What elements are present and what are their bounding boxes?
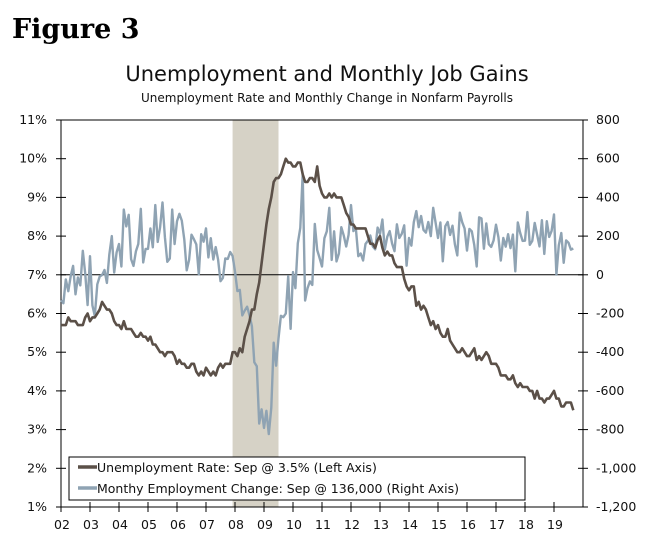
- right-tick-label: 800: [596, 112, 620, 127]
- x-tick-label: 08: [228, 517, 244, 532]
- x-tick-label: 07: [199, 517, 215, 532]
- x-tick-label: 18: [518, 517, 534, 532]
- right-tick-label: -800: [596, 422, 624, 437]
- left-tick-label: 3%: [27, 422, 47, 437]
- right-tick-label: 600: [596, 151, 620, 166]
- right-tick-label: 400: [596, 189, 620, 204]
- right-tick-label: 0: [596, 267, 604, 282]
- legend-label: Monthy Employment Change: Sep @ 136,000 …: [97, 481, 459, 496]
- right-tick-label: -200: [596, 306, 624, 321]
- x-tick-label: 09: [257, 517, 273, 532]
- x-tick-label: 06: [170, 517, 186, 532]
- legend-box: [68, 456, 526, 501]
- left-tick-label: 7%: [27, 267, 47, 282]
- x-tick-label: 14: [402, 517, 418, 532]
- x-tick-label: 17: [489, 517, 505, 532]
- chart-subtitle: Unemployment Rate and Monthly Change in …: [141, 91, 513, 105]
- x-tick-label: 04: [112, 517, 128, 532]
- x-tick-label: 15: [431, 517, 447, 532]
- series-line-employment-change: [60, 172, 574, 436]
- recession-shading: [232, 120, 279, 507]
- left-tick-label: 1%: [27, 499, 47, 514]
- right-tick-label: -1,000: [596, 460, 636, 475]
- x-tick-label: 10: [286, 517, 302, 532]
- legend-label: Unemployment Rate: Sep @ 3.5% (Left Axis…: [97, 460, 377, 475]
- left-tick-label: 6%: [27, 306, 47, 321]
- x-tick-label: 11: [315, 517, 331, 532]
- left-tick-label: 4%: [27, 383, 47, 398]
- x-tick-label: 16: [460, 517, 476, 532]
- x-tick-label: 13: [373, 517, 389, 532]
- figure-label: Figure 3: [12, 14, 140, 45]
- x-tick-label: 05: [141, 517, 157, 532]
- right-tick-label: -600: [596, 383, 624, 398]
- x-tick-label: 19: [547, 517, 563, 532]
- left-tick-label: 10%: [19, 151, 47, 166]
- right-tick-label: -400: [596, 344, 624, 359]
- left-tick-label: 5%: [27, 344, 47, 359]
- x-tick-label: 03: [83, 517, 99, 532]
- chart-title: Unemployment and Monthly Job Gains: [125, 62, 529, 86]
- left-tick-label: 11%: [19, 112, 47, 127]
- right-tick-label: -1,200: [596, 499, 636, 514]
- right-tick-label: 200: [596, 228, 620, 243]
- left-tick-label: 2%: [27, 460, 47, 475]
- x-tick-label: 12: [344, 517, 360, 532]
- left-tick-label: 9%: [27, 189, 47, 204]
- series-line-unemployment-rate: [61, 157, 575, 411]
- left-tick-label: 8%: [27, 228, 47, 243]
- x-tick-label: 02: [54, 517, 70, 532]
